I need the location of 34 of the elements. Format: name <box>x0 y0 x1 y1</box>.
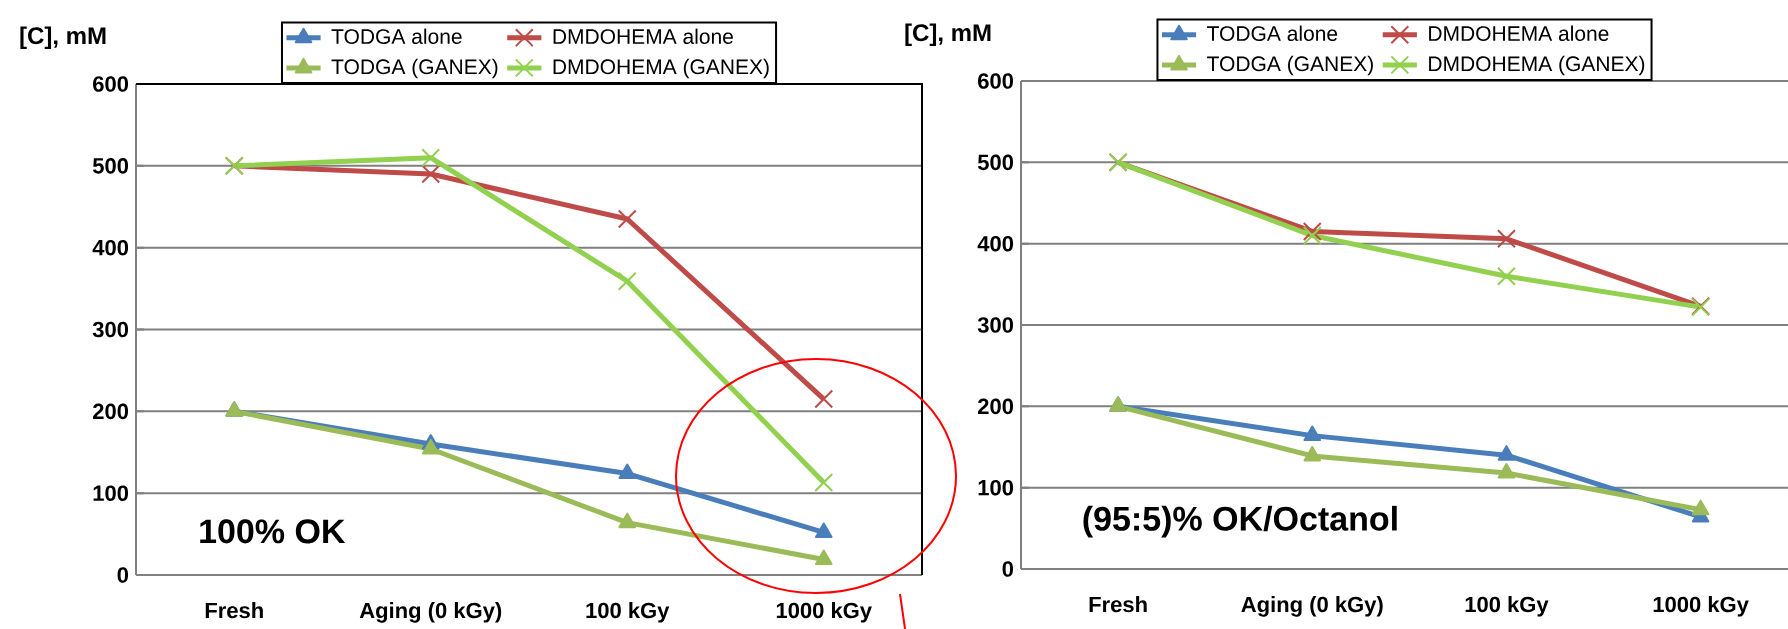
y-tick-label: 500 <box>92 158 129 174</box>
y-tick-label: 500 <box>977 154 1014 171</box>
y-tick-label: 200 <box>977 398 1014 415</box>
x-tick-label: Fresh <box>205 602 263 619</box>
x-tick-label: 100 kGy <box>1465 596 1549 617</box>
x-tick-label: 100 kGy <box>586 602 670 623</box>
legend-label: DMDOHEMA (GANEX) <box>553 58 769 79</box>
y-tick-label: 300 <box>92 321 129 338</box>
y-tick-label: 0 <box>1002 561 1014 577</box>
y-tick-label: 100 <box>93 485 129 501</box>
x-tick-label: 1000 kGy <box>776 602 872 623</box>
annotation: (95:5)% OK/Octanol <box>1083 505 1397 538</box>
x-tick-label: Aging (0 kGy) <box>1241 596 1383 617</box>
x-tick-label: Aging (0 kGy) <box>359 602 502 623</box>
y-tick-label: 400 <box>92 239 129 256</box>
legend-label: TODGA (GANEX) <box>331 58 498 79</box>
legend-label: TODGA alone <box>1207 25 1338 42</box>
y-tick-label: 200 <box>92 403 129 420</box>
y-tick-label: 0 <box>117 567 129 583</box>
legend-label: TODGA alone <box>331 28 462 45</box>
x-tick-label: 1000 kGy <box>1653 596 1749 617</box>
y-tick-label: 600 <box>93 76 129 92</box>
annotation: 100% OK <box>200 519 346 544</box>
y-tick-label: 100 <box>978 479 1014 496</box>
y-tick-label: 400 <box>977 235 1014 252</box>
legend-label: TODGA (GANEX) <box>1207 55 1373 76</box>
y-axis-title: [C], mM <box>905 23 991 46</box>
legend-label: DMDOHEMA alone <box>1429 25 1609 42</box>
y-axis-title: [C], mM <box>20 26 106 49</box>
legend-label: DMDOHEMA (GANEX) <box>1429 55 1645 76</box>
legend-label: DMDOHEMA alone <box>553 28 733 45</box>
x-tick-label: Fresh <box>1089 596 1147 613</box>
y-tick-label: 600 <box>978 73 1014 89</box>
y-tick-label: 300 <box>977 317 1014 333</box>
